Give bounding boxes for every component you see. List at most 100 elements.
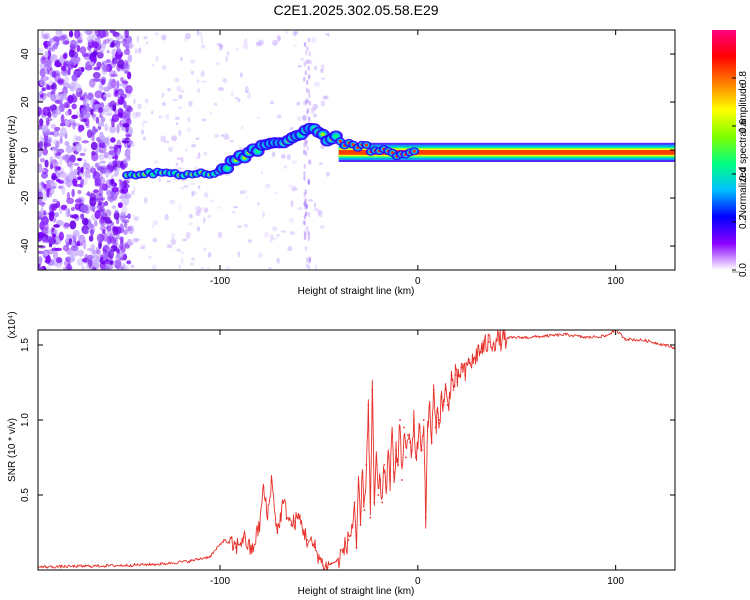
noise-speckle xyxy=(40,125,49,132)
faint-speckle xyxy=(183,184,190,188)
faint-speckle xyxy=(180,89,185,93)
noise-speckle xyxy=(92,71,101,79)
faint-speckle xyxy=(213,102,218,106)
noise-speckle xyxy=(122,253,128,261)
snr-point xyxy=(369,516,372,519)
noise-speckle xyxy=(85,111,91,119)
noise-speckle xyxy=(107,102,114,107)
snr-point xyxy=(159,563,162,565)
snr-point xyxy=(329,563,332,565)
faint-speckle xyxy=(226,173,229,178)
faint-speckle xyxy=(294,44,298,47)
noise-speckle xyxy=(110,41,115,48)
faint-speckle xyxy=(317,210,323,218)
snr-point xyxy=(456,381,459,384)
noise-speckle xyxy=(92,113,97,121)
stripe-speckle xyxy=(304,59,308,65)
noise-speckle xyxy=(63,101,69,109)
noise-speckle xyxy=(73,40,78,47)
noise-speckle xyxy=(113,211,120,220)
stripe-speckle xyxy=(305,211,308,217)
noise-speckle xyxy=(110,178,114,186)
noise-speckle xyxy=(75,136,82,142)
noise-speckle xyxy=(123,64,129,69)
snr-point xyxy=(399,419,401,421)
noise-speckle xyxy=(82,147,88,153)
noise-speckle xyxy=(76,157,83,162)
noise-speckle xyxy=(43,32,50,40)
faint-speckle xyxy=(137,48,142,54)
stripe-speckle xyxy=(305,139,308,145)
noise-speckle xyxy=(74,83,82,93)
noise-speckle xyxy=(59,156,63,166)
faint-speckle xyxy=(218,43,223,51)
noise-speckle xyxy=(126,106,134,113)
noise-speckle xyxy=(83,159,87,165)
snr-point xyxy=(468,359,471,361)
snr-point xyxy=(361,471,364,474)
noise-speckle xyxy=(127,71,132,80)
noise-speckle xyxy=(87,45,92,51)
snr-point xyxy=(452,389,455,391)
faint-speckle xyxy=(194,205,201,213)
signal-band-layer xyxy=(338,150,675,155)
noise-speckle xyxy=(111,113,120,123)
noise-speckle xyxy=(90,164,95,175)
noise-speckle xyxy=(80,196,85,205)
stripe-speckle xyxy=(303,171,306,177)
noise-speckle xyxy=(120,77,124,82)
noise-speckle xyxy=(102,250,108,260)
faint-speckle xyxy=(244,195,249,200)
faint-speckle xyxy=(239,72,243,78)
noise-speckle xyxy=(102,39,107,45)
faint-speckle xyxy=(308,158,313,165)
noise-speckle xyxy=(66,61,75,70)
noise-speckle xyxy=(80,178,85,186)
faint-speckle xyxy=(317,210,322,215)
faint-speckle xyxy=(207,252,212,258)
noise-speckle xyxy=(41,191,49,202)
noise-speckle xyxy=(109,70,116,78)
faint-speckle xyxy=(220,134,224,137)
noise-speckle xyxy=(85,173,91,179)
noise-speckle xyxy=(100,207,106,213)
noise-speckle xyxy=(86,92,94,101)
stripe-speckle xyxy=(304,202,307,208)
snr-point xyxy=(664,344,667,346)
noise-speckle xyxy=(54,61,62,68)
noise-speckle xyxy=(114,226,122,235)
noise-speckle xyxy=(88,235,94,242)
faint-speckle xyxy=(229,140,234,143)
noise-speckle xyxy=(120,93,127,100)
faint-speckle xyxy=(256,41,262,47)
faint-speckle xyxy=(236,48,239,51)
noise-speckle xyxy=(90,141,98,151)
snr-point xyxy=(282,501,285,504)
faint-speckle xyxy=(310,110,316,115)
snr-point xyxy=(624,338,627,340)
noise-speckle xyxy=(115,102,121,106)
faint-speckle xyxy=(239,147,243,151)
noise-speckle xyxy=(89,196,97,207)
noise-speckle xyxy=(79,152,86,156)
stripe-speckle xyxy=(304,142,307,148)
snr-point xyxy=(426,426,429,429)
faint-speckle xyxy=(133,216,139,221)
noise-speckle xyxy=(41,55,46,63)
snr-point xyxy=(341,551,344,553)
snr-point xyxy=(460,366,463,369)
faint-speckle xyxy=(179,204,182,210)
snr-point xyxy=(409,441,411,444)
noise-speckle xyxy=(62,222,70,230)
stripe-speckle xyxy=(307,37,311,43)
faint-speckle xyxy=(187,222,191,226)
spectrogram-y-tick-label: -20 xyxy=(20,190,31,205)
noise-speckle xyxy=(111,205,117,210)
noise-speckle xyxy=(100,142,106,149)
noise-speckle xyxy=(38,106,43,116)
noise-speckle xyxy=(60,127,67,136)
noise-speckle xyxy=(58,171,67,179)
spectrogram-y-tick-label: 20 xyxy=(20,96,31,108)
faint-speckle xyxy=(320,64,325,70)
faint-speckle xyxy=(234,96,239,100)
